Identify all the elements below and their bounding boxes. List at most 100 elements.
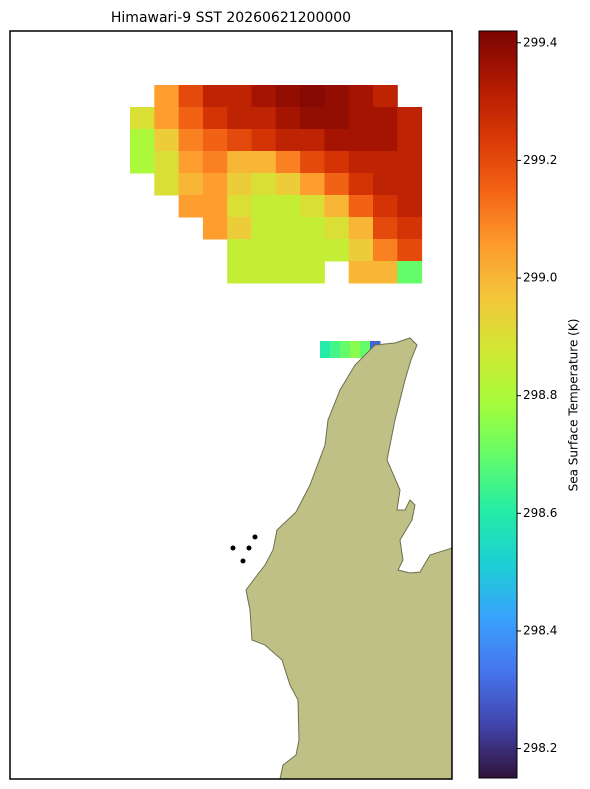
sst-cell: [202, 195, 228, 218]
sst-cell: [300, 217, 325, 240]
sst-cell: [330, 341, 341, 358]
sst-cell: [397, 107, 423, 130]
sst-cell: [275, 85, 301, 108]
sst-cell: [275, 107, 301, 130]
sst-cell: [251, 85, 277, 108]
sst-cell: [227, 129, 252, 152]
colorbar-tick-label: 299.2: [523, 153, 557, 167]
sst-cell: [300, 151, 325, 174]
island-dot: [252, 534, 258, 540]
sst-cell: [324, 239, 350, 262]
sst-cell: [154, 129, 180, 152]
sst-cell: [397, 261, 423, 284]
sst-field: [130, 85, 423, 358]
sst-cell: [373, 261, 398, 284]
sst-cell: [300, 85, 325, 108]
sst-cell: [300, 173, 325, 196]
sst-cell: [300, 107, 325, 130]
sst-cell: [373, 151, 398, 174]
island-dot: [230, 545, 236, 551]
sst-cell: [360, 341, 371, 358]
sst-cell: [154, 85, 180, 108]
sst-cell: [178, 85, 204, 108]
sst-cell: [348, 195, 374, 218]
sst-cell: [178, 107, 204, 130]
sst-cell: [348, 261, 374, 284]
map-title: Himawari-9 SST 20260621200000: [111, 10, 351, 26]
colorbar: [478, 30, 518, 779]
sst-cell: [373, 217, 398, 240]
sst-cell: [324, 151, 350, 174]
sst-cell: [348, 85, 374, 108]
colorbar-tick-label: 298.8: [523, 388, 557, 402]
sst-cell: [202, 151, 228, 174]
sst-cell: [178, 173, 204, 196]
colorbar-tick-label: 298.2: [523, 741, 557, 755]
sst-cell: [324, 85, 350, 108]
sst-cell: [300, 195, 325, 218]
sst-cell: [348, 151, 374, 174]
sst-cell: [320, 341, 331, 358]
sst-cell: [130, 129, 155, 152]
sst-cell: [227, 239, 252, 262]
sst-cell: [251, 151, 277, 174]
sst-cell: [130, 107, 155, 130]
sst-cell: [350, 341, 361, 358]
sst-cell: [324, 217, 350, 240]
map-panel: [10, 31, 453, 780]
sst-cell: [178, 195, 204, 218]
sst-cell: [275, 195, 301, 218]
sst-cell: [202, 217, 228, 240]
sst-cell: [348, 107, 374, 130]
sst-cell: [227, 107, 252, 130]
sst-cell: [275, 217, 301, 240]
sst-cell: [251, 195, 277, 218]
land: [245, 337, 453, 780]
sst-cell: [275, 239, 301, 262]
sst-cell: [348, 129, 374, 152]
colorbar-tick-label: 299.0: [523, 271, 557, 285]
sst-cell: [202, 173, 228, 196]
sst-cell: [300, 239, 325, 262]
sst-cell: [340, 341, 351, 358]
sst-cell: [275, 151, 301, 174]
sst-cell: [227, 261, 252, 284]
sst-cell: [227, 151, 252, 174]
sst-cell: [130, 151, 155, 174]
sst-cell: [397, 217, 423, 240]
sst-cell: [154, 151, 180, 174]
sst-cell: [373, 239, 398, 262]
sst-cell: [397, 151, 423, 174]
sst-cell: [397, 239, 423, 262]
sst-cell: [178, 129, 204, 152]
sst-cell: [251, 129, 277, 152]
sst-cell: [227, 195, 252, 218]
sst-cell: [275, 173, 301, 196]
sst-cell: [202, 85, 228, 108]
sst-cell: [251, 217, 277, 240]
sst-cell: [202, 129, 228, 152]
sst-cell: [227, 217, 252, 240]
sst-cell: [348, 173, 374, 196]
sst-cell: [178, 151, 204, 174]
sst-cell: [397, 129, 423, 152]
sst-cell: [227, 85, 252, 108]
colorbar-label: Sea Surface Temperature (K): [567, 319, 581, 492]
sst-cell: [275, 129, 301, 152]
sst-cell: [348, 217, 374, 240]
sst-cell: [251, 239, 277, 262]
sst-cell: [300, 261, 325, 284]
colorbar-tick-label: 299.4: [523, 35, 557, 49]
island-dot: [240, 558, 246, 564]
sst-cell: [251, 173, 277, 196]
sst-cell: [154, 173, 180, 196]
colorbar-tick-label: 298.4: [523, 623, 557, 637]
sst-cell: [324, 129, 350, 152]
sst-cell: [227, 173, 252, 196]
sst-cell: [324, 195, 350, 218]
sst-cell: [373, 107, 398, 130]
island-dot: [246, 545, 252, 551]
sst-cell: [251, 107, 277, 130]
